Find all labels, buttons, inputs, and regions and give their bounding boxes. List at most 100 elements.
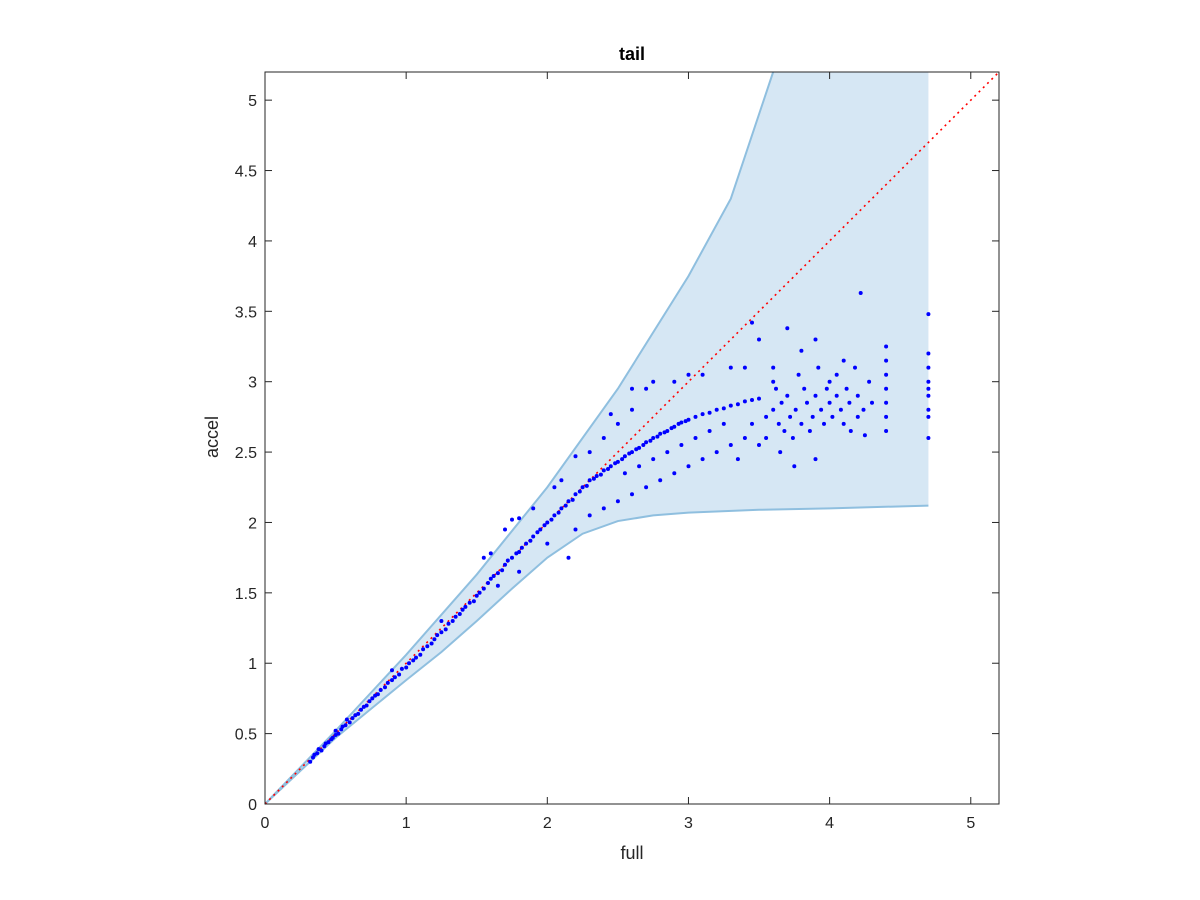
data-point (926, 436, 931, 440)
data-point (333, 728, 338, 733)
data-point (686, 417, 691, 422)
data-point (615, 421, 620, 426)
data-point (432, 637, 437, 642)
data-point (648, 438, 653, 443)
data-point (344, 717, 349, 722)
data-point (587, 513, 592, 518)
data-point (573, 527, 578, 532)
y-tick-label: 2.5 (235, 445, 257, 462)
data-point (570, 497, 575, 502)
data-point (450, 619, 455, 623)
data-point (378, 688, 383, 692)
data-point (742, 436, 747, 440)
data-point (721, 421, 726, 426)
data-point (742, 365, 747, 370)
axis-ticks: 0 1 2 3 4 5 0 0.5 1 1.5 2 2.5 3 3.5 4 4.5 5 (235, 72, 999, 832)
data-point (370, 696, 375, 701)
y-tick-label: 5 (248, 93, 257, 110)
data-point (566, 555, 571, 560)
data-point (474, 593, 479, 598)
data-point (672, 424, 677, 429)
data-point (847, 400, 852, 405)
data-point (771, 365, 776, 370)
data-point (556, 510, 561, 515)
data-point (481, 586, 486, 591)
data-point (742, 399, 747, 404)
data-point (330, 735, 335, 740)
data-point (926, 393, 931, 398)
data-point (343, 723, 348, 728)
data-point (810, 414, 815, 419)
data-point (620, 457, 625, 462)
data-point (714, 407, 719, 412)
data-point (884, 429, 889, 433)
band-lower-edge (264, 504, 929, 805)
data-point (622, 454, 627, 459)
axes-box (264, 71, 1000, 805)
data-point (792, 464, 797, 469)
data-point (870, 400, 874, 405)
data-point (838, 407, 843, 412)
confidence-band (264, 71, 929, 805)
data-point (359, 707, 363, 712)
data-point (601, 506, 606, 511)
data-point (500, 568, 505, 573)
data-point (517, 516, 522, 521)
data-point (819, 407, 824, 412)
y-tick-label: 2 (248, 515, 257, 532)
data-point (884, 400, 889, 405)
data-point (467, 600, 472, 605)
data-point (655, 434, 660, 439)
data-point (503, 562, 507, 567)
data-point (884, 414, 889, 419)
data-point (651, 457, 656, 462)
data-point (855, 393, 860, 398)
data-point (580, 485, 585, 490)
data-point (531, 534, 536, 539)
data-point (764, 436, 769, 440)
data-point (862, 433, 867, 438)
data-point (414, 655, 418, 660)
data-point (830, 414, 835, 419)
data-point (771, 379, 776, 384)
data-point (867, 379, 872, 384)
data-point (824, 386, 829, 391)
y-axis-label: accel (202, 416, 222, 458)
data-point (707, 410, 712, 415)
data-point (584, 483, 589, 488)
data-point (884, 386, 889, 391)
data-point (858, 291, 863, 295)
data-point (503, 527, 507, 532)
data-point (471, 599, 476, 604)
data-point (827, 400, 832, 405)
data-point (528, 538, 533, 543)
band-upper-edge (264, 71, 775, 805)
data-point (367, 699, 372, 704)
data-point (644, 386, 649, 391)
data-point (750, 320, 754, 325)
data-point (364, 703, 369, 708)
data-point (686, 464, 691, 469)
data-point (392, 675, 397, 680)
data-point (926, 365, 931, 370)
data-point (510, 555, 514, 560)
data-point (630, 492, 634, 497)
x-tick-label: 5 (966, 815, 975, 832)
data-point (495, 583, 500, 588)
data-point (538, 527, 543, 532)
data-point (764, 414, 769, 419)
y-tick-label: 0 (248, 797, 257, 814)
data-point (510, 517, 514, 522)
y-tick-label: 1 (248, 656, 257, 673)
data-point (728, 403, 733, 408)
data-point (383, 685, 387, 690)
data-point (884, 344, 889, 349)
y-tick-label: 4 (248, 234, 257, 251)
data-point (827, 379, 832, 384)
data-point (608, 464, 613, 469)
data-point (435, 633, 440, 638)
data-point (735, 457, 740, 462)
data-point (606, 467, 610, 471)
data-point (407, 661, 411, 666)
data-point (807, 429, 812, 433)
